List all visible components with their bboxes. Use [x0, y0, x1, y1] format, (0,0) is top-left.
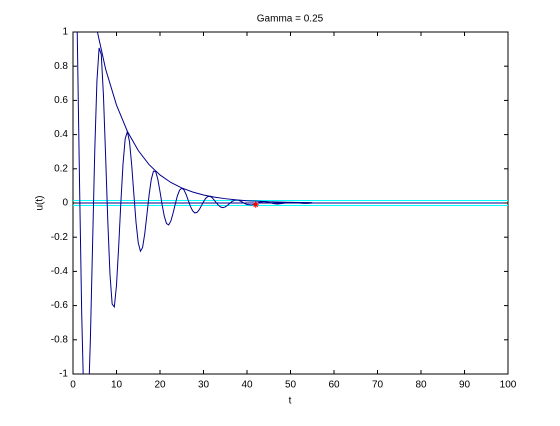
x-tick-label: 60 — [328, 380, 340, 391]
x-tick-label: 30 — [198, 380, 210, 391]
y-tick-label: 0.4 — [54, 129, 68, 140]
plot-lines — [73, 32, 508, 374]
y-tick-label: 0.8 — [54, 61, 68, 72]
x-tick-label: 100 — [500, 380, 517, 391]
x-tick-label: 50 — [285, 380, 297, 391]
y-tick-label: 1 — [62, 27, 68, 38]
x-tick-label: 0 — [70, 380, 76, 391]
series-line — [96, 32, 313, 204]
x-axis-label: t — [289, 396, 292, 407]
x-tick-label: 90 — [459, 380, 471, 391]
y-tick-label: 0.6 — [54, 95, 68, 106]
x-tick-label: 70 — [372, 380, 384, 391]
y-tick-label: -0.4 — [51, 266, 69, 277]
y-tick-label: 0 — [62, 198, 68, 209]
y-tick-label: -0.6 — [51, 300, 69, 311]
y-tick-label: -0.8 — [51, 334, 69, 345]
x-tick-label: 10 — [111, 380, 123, 391]
y-axis-label: u(t) — [35, 196, 46, 211]
y-tick-label: -0.2 — [51, 232, 69, 243]
y-tick-label: -1 — [59, 369, 68, 380]
x-tick-label: 40 — [241, 380, 253, 391]
y-tick-label: 0.2 — [54, 163, 68, 174]
x-tick-label: 80 — [415, 380, 427, 391]
series-line — [76, 32, 313, 374]
x-tick-label: 20 — [154, 380, 166, 391]
marker — [252, 201, 259, 208]
chart-title: Gamma = 0.25 — [257, 14, 324, 25]
